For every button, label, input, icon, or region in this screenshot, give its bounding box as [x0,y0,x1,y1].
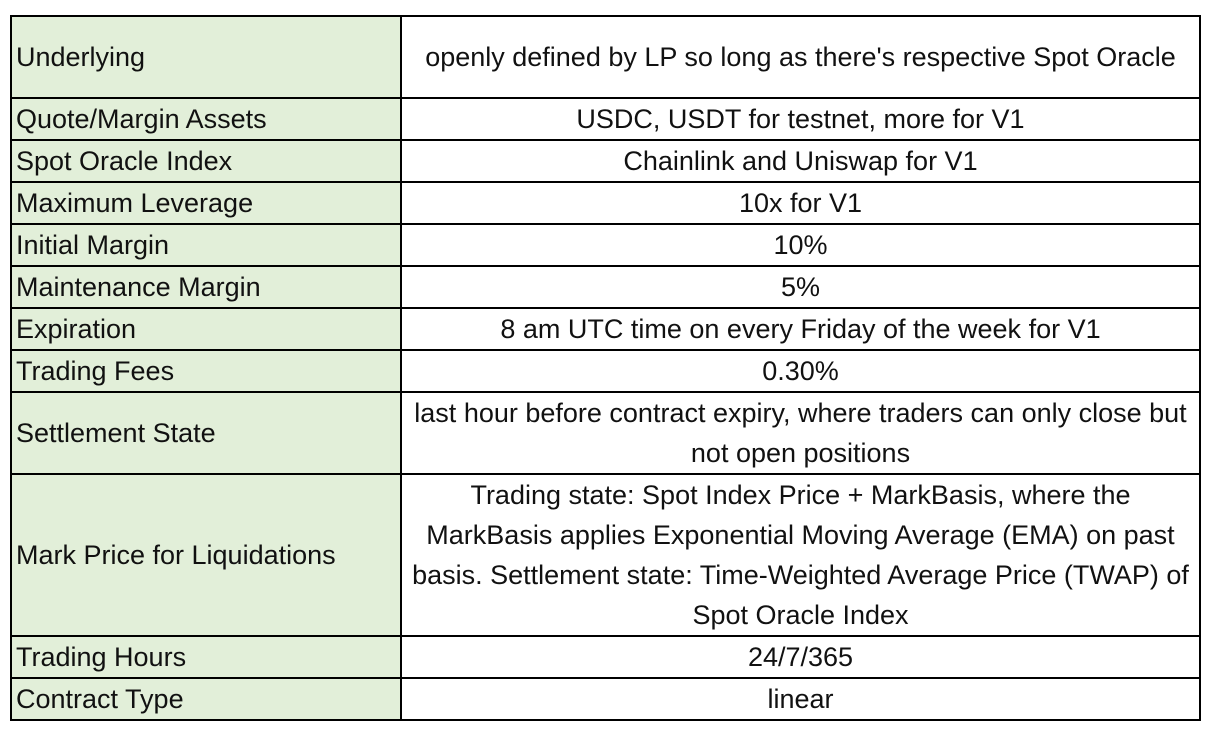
table-row: Spot Oracle Index Chainlink and Uniswap … [10,139,1201,183]
table-row: Contract Type linear [10,677,1201,721]
table-row: Initial Margin 10% [10,223,1201,267]
table-row: Quote/Margin Assets USDC, USDT for testn… [10,97,1201,141]
row-label[interactable]: Maximum Leverage [10,181,402,225]
table-row: Mark Price for Liquidations Trading stat… [10,473,1201,637]
row-value[interactable]: openly defined by LP so long as there's … [400,15,1201,99]
row-value[interactable]: 0.30% [400,349,1201,393]
spec-table-container: Underlying openly defined by LP so long … [10,15,1201,721]
table-row: Underlying openly defined by LP so long … [10,15,1201,99]
row-label[interactable]: Initial Margin [10,223,402,267]
row-label[interactable]: Underlying [10,15,402,99]
contract-spec-table: Underlying openly defined by LP so long … [10,15,1201,721]
table-row: Expiration 8 am UTC time on every Friday… [10,307,1201,351]
row-label[interactable]: Quote/Margin Assets [10,97,402,141]
row-label[interactable]: Spot Oracle Index [10,139,402,183]
row-value[interactable]: linear [400,677,1201,721]
table-row: Maximum Leverage 10x for V1 [10,181,1201,225]
row-value[interactable]: 8 am UTC time on every Friday of the wee… [400,307,1201,351]
table-row: Maintenance Margin 5% [10,265,1201,309]
row-value[interactable]: 24/7/365 [400,635,1201,679]
row-value[interactable]: Trading state: Spot Index Price + MarkBa… [400,473,1201,637]
table-row: Settlement State last hour before contra… [10,391,1201,475]
row-label[interactable]: Contract Type [10,677,402,721]
row-value[interactable]: 10% [400,223,1201,267]
table-row: Trading Hours 24/7/365 [10,635,1201,679]
row-label[interactable]: Settlement State [10,391,402,475]
row-label[interactable]: Mark Price for Liquidations [10,473,402,637]
row-label[interactable]: Trading Hours [10,635,402,679]
table-row: Trading Fees 0.30% [10,349,1201,393]
row-label[interactable]: Expiration [10,307,402,351]
row-label[interactable]: Trading Fees [10,349,402,393]
row-value[interactable]: last hour before contract expiry, where … [400,391,1201,475]
row-value[interactable]: 10x for V1 [400,181,1201,225]
row-value[interactable]: 5% [400,265,1201,309]
row-label[interactable]: Maintenance Margin [10,265,402,309]
row-value[interactable]: USDC, USDT for testnet, more for V1 [400,97,1201,141]
row-value[interactable]: Chainlink and Uniswap for V1 [400,139,1201,183]
